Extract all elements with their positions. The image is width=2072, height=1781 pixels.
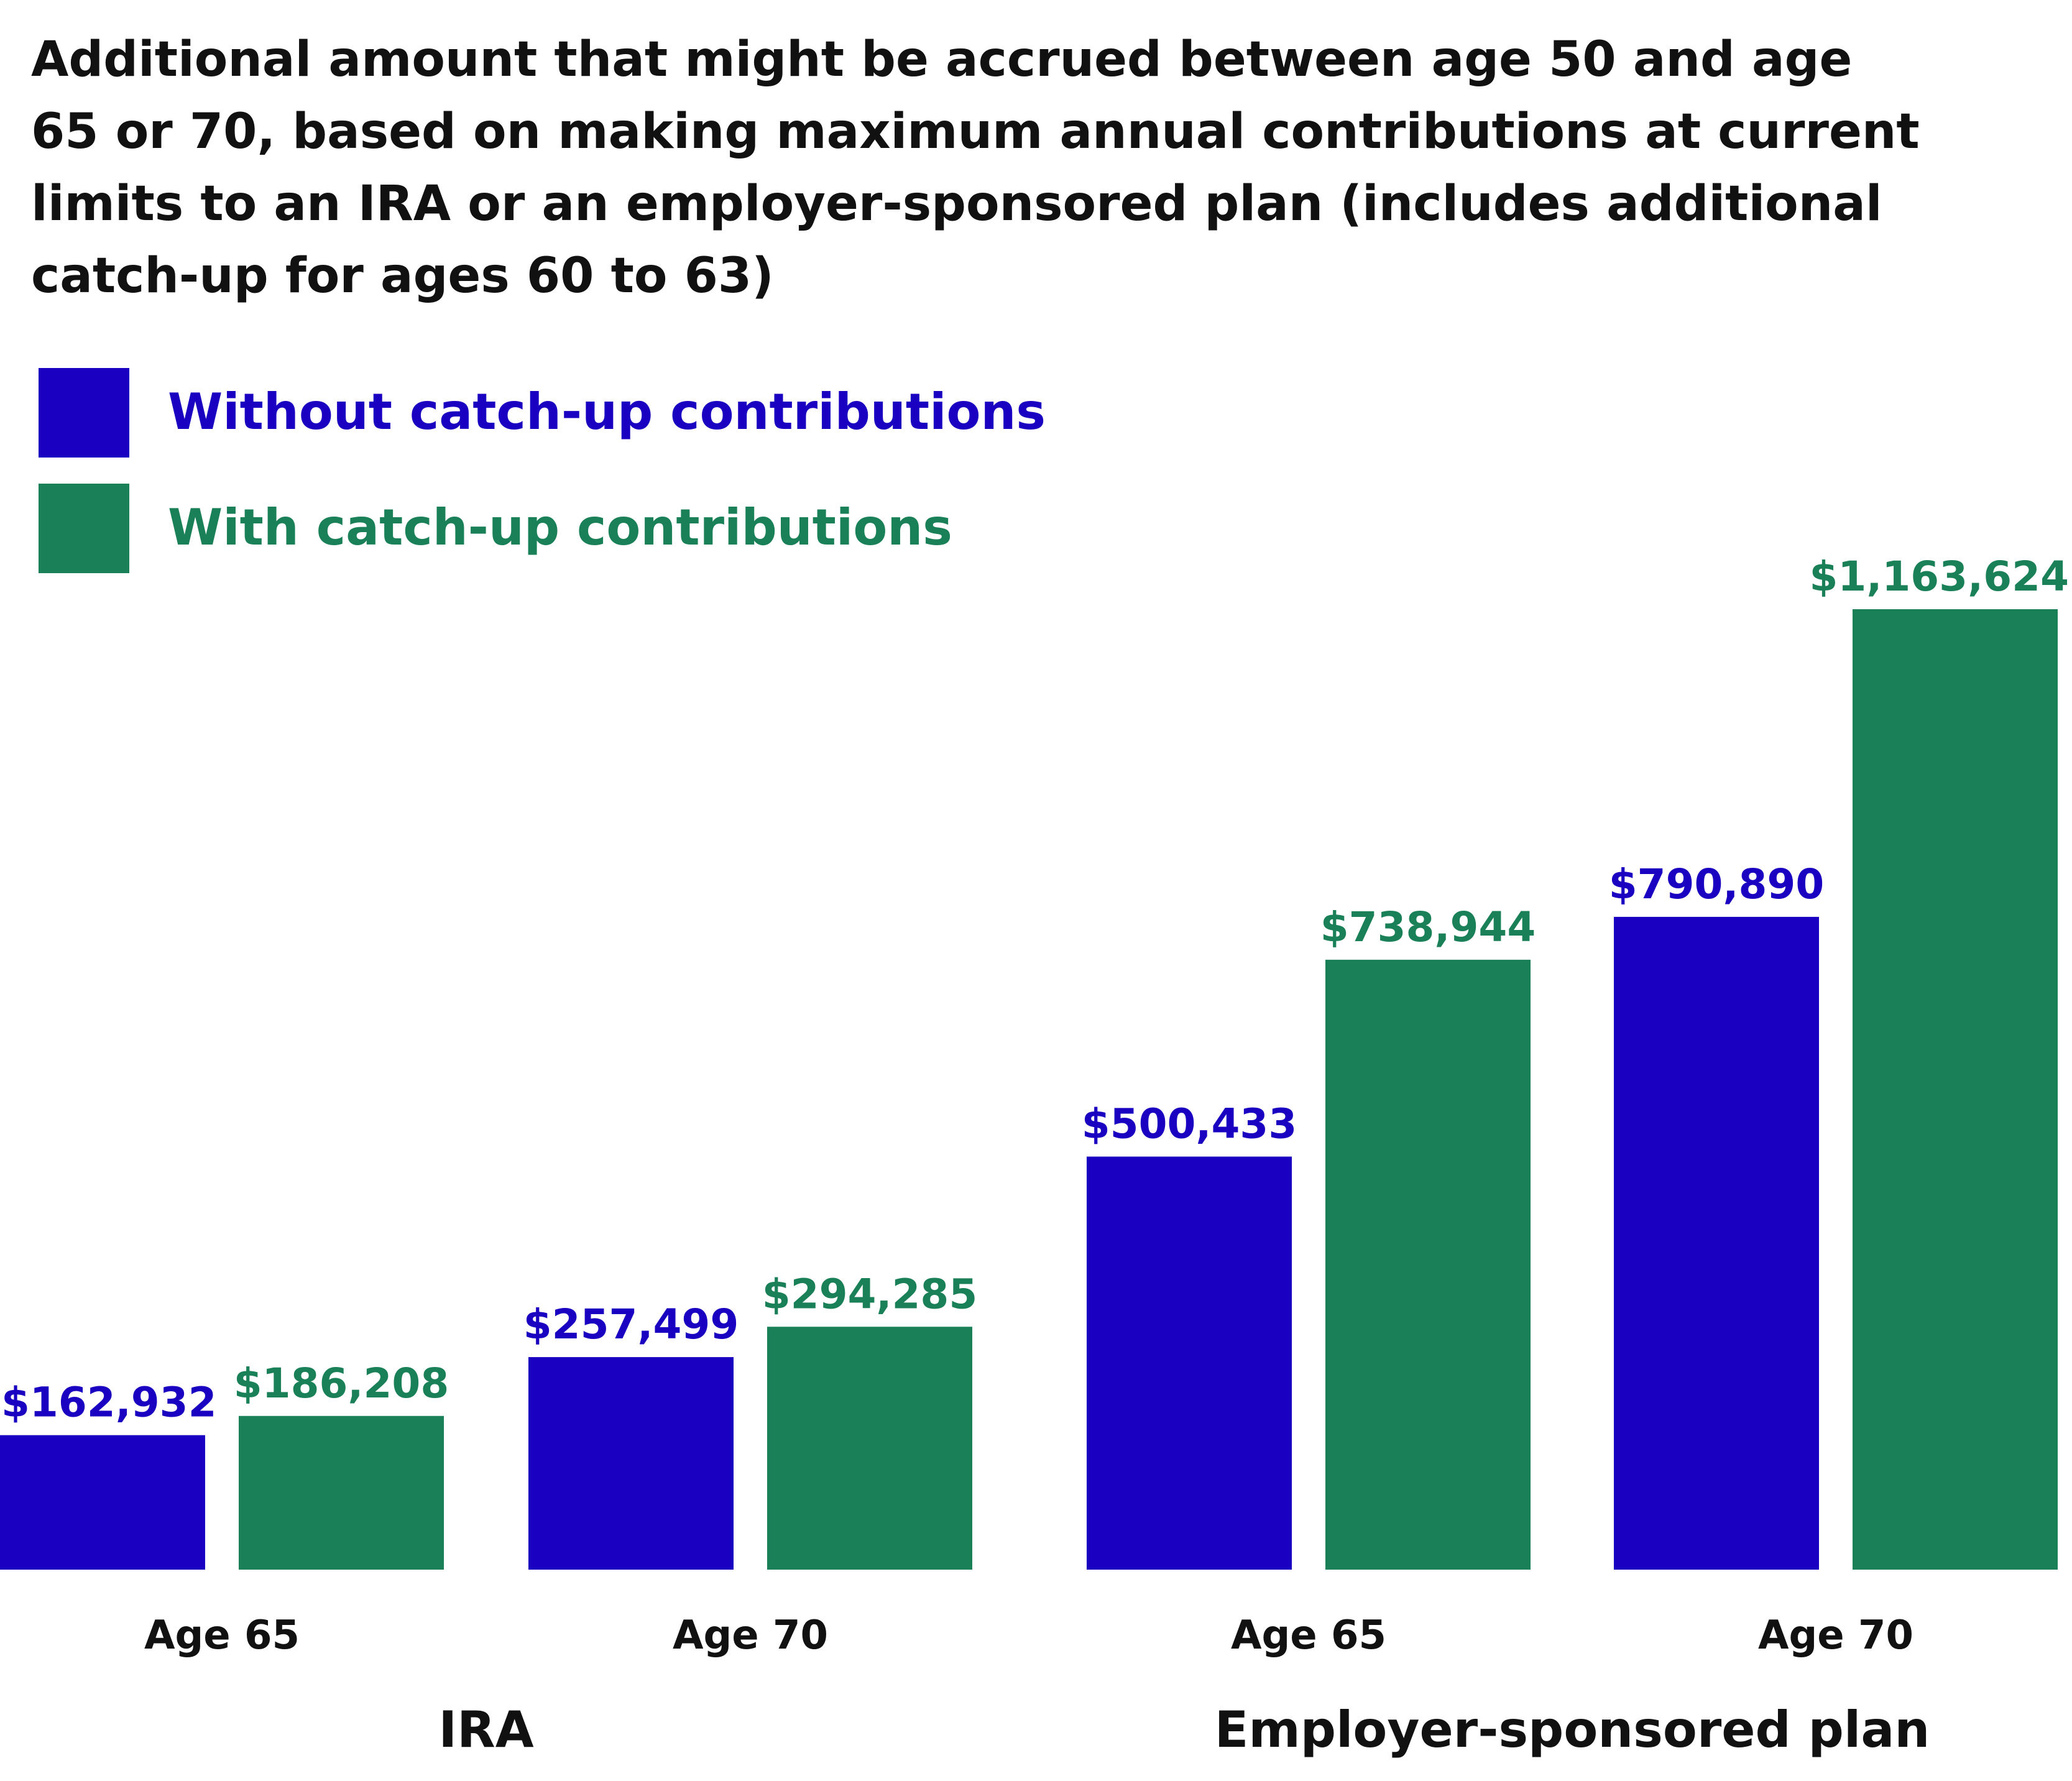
group-label-1: IRA bbox=[438, 1701, 533, 1759]
value-label-2-2-without: $790,890 bbox=[1609, 860, 1825, 908]
tick-label-1-2: Age 70 bbox=[673, 1613, 828, 1659]
legend: Without catch-up contributions With catc… bbox=[39, 368, 1046, 573]
value-label-1-1-without: $162,932 bbox=[1, 1379, 217, 1427]
legend-swatch-without-catch-up bbox=[39, 368, 129, 458]
bar-2-2-with bbox=[1853, 609, 2058, 1570]
bar-1-2-with bbox=[767, 1327, 972, 1570]
tick-label-2-1: Age 65 bbox=[1231, 1613, 1386, 1659]
bar-2-2-without bbox=[1614, 916, 1819, 1570]
value-label-1-2-with: $294,285 bbox=[762, 1270, 978, 1318]
group-label-2: Employer-sponsored plan bbox=[1215, 1701, 1930, 1759]
value-label-2-1-with: $738,944 bbox=[1320, 903, 1536, 951]
title-line-2: 65 or 70, based on making maximum annual… bbox=[31, 104, 1920, 160]
bar-1-2-without bbox=[528, 1357, 734, 1570]
legend-swatch-with-catch-up bbox=[39, 484, 129, 573]
bar-2-1-without bbox=[1087, 1156, 1292, 1570]
value-label-1-2-without: $257,499 bbox=[523, 1300, 739, 1348]
title-line-3: limits to an IRA or an employer-sponsore… bbox=[31, 176, 1882, 232]
bars bbox=[0, 609, 2058, 1570]
tick-label-1-1: Age 65 bbox=[144, 1613, 300, 1659]
value-label-2-2-with: $1,163,624 bbox=[1809, 553, 2069, 601]
tick-label-2-2: Age 70 bbox=[1758, 1613, 1913, 1659]
title-line-4: catch-up for ages 60 to 63) bbox=[31, 248, 774, 304]
group-labels: IRA Employer-sponsored plan bbox=[438, 1701, 1930, 1759]
category-tick-labels: Age 65 Age 70 Age 65 Age 70 bbox=[144, 1613, 1913, 1659]
value-label-2-1-without: $500,433 bbox=[1082, 1100, 1297, 1148]
value-labels: $162,932 $186,208 $257,499 $294,285 $500,433… bbox=[1, 553, 2069, 1427]
bar-2-1-with bbox=[1325, 959, 1531, 1570]
bar-1-1-without bbox=[0, 1435, 205, 1570]
bar-1-1-with bbox=[239, 1415, 444, 1570]
legend-label-with-catch-up: With catch-up contributions bbox=[168, 499, 952, 556]
chart-title: Additional amount that might be accrued … bbox=[31, 32, 1920, 304]
title-line-1: Additional amount that might be accrued … bbox=[31, 32, 1852, 88]
value-label-1-1-with: $186,208 bbox=[234, 1360, 449, 1407]
legend-label-without-catch-up: Without catch-up contributions bbox=[168, 383, 1046, 441]
